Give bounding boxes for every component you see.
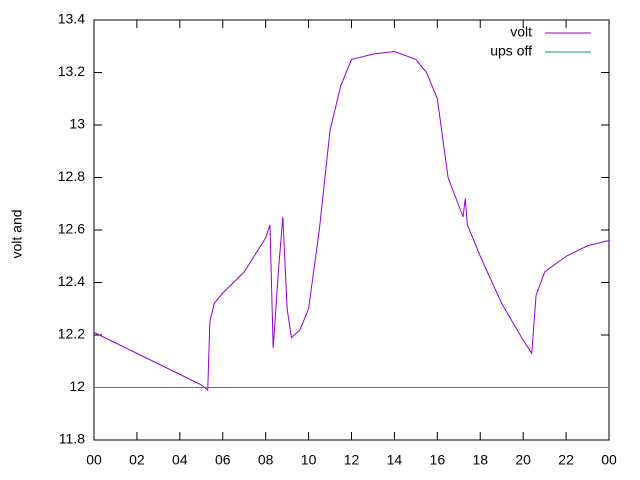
y-tick-label: 13.4 (58, 11, 85, 27)
x-tick-label: 14 (387, 452, 403, 468)
y-tick-label: 12.6 (58, 221, 85, 237)
x-tick-label: 08 (258, 452, 274, 468)
x-tick-label: 16 (430, 452, 446, 468)
x-tick-label: 06 (215, 452, 231, 468)
y-axis-label: volt and (9, 209, 25, 258)
plot-border (93, 19, 610, 441)
y-tick-label: 12.8 (58, 168, 85, 184)
x-tick-label: 00 (601, 452, 617, 468)
x-tick-label: 04 (172, 452, 188, 468)
x-tick-label: 22 (558, 452, 574, 468)
y-tick-label: 12.4 (58, 273, 85, 289)
y-tick-label: 12 (69, 378, 85, 394)
series-line (93, 50, 610, 392)
x-tick-label: 20 (515, 452, 531, 468)
y-tick-label: 12.2 (58, 326, 85, 342)
y-tick-label: 13.2 (58, 63, 85, 79)
legend-label: volt (510, 24, 532, 40)
x-tick-label: 18 (472, 452, 488, 468)
y-tick-label: 13 (69, 116, 85, 132)
legend-label: ups off (490, 43, 532, 59)
x-tick-label: 10 (301, 452, 317, 468)
x-tick-label: 12 (344, 452, 360, 468)
x-tick-label: 00 (86, 452, 102, 468)
x-tick-label: 02 (129, 452, 145, 468)
y-tick-label: 11.8 (59, 431, 85, 447)
